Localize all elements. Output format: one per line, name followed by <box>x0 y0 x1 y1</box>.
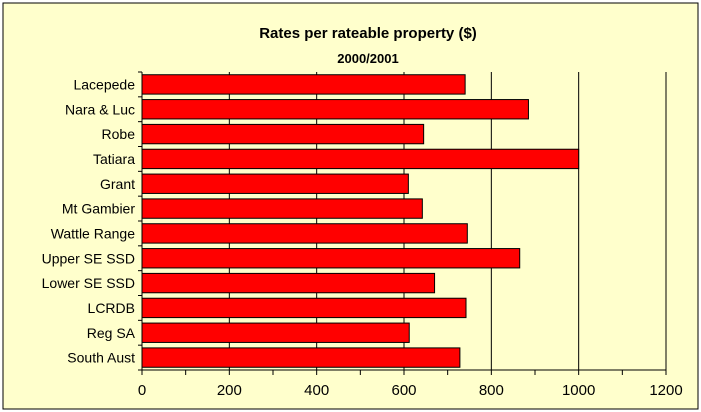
x-tick-label-600: 600 <box>391 382 416 399</box>
bars <box>141 74 580 368</box>
bar-9 <box>141 297 467 319</box>
x-tick-label-0: 0 <box>138 382 146 399</box>
bar-6 <box>141 223 468 244</box>
bar-1 <box>141 99 529 120</box>
category-label-11: South Aust <box>67 350 135 366</box>
category-label-6: Wattle Range <box>51 225 136 241</box>
bar-0 <box>141 74 466 95</box>
bar-8 <box>141 272 436 294</box>
bar-11 <box>141 347 461 368</box>
category-label-7: Upper SE SSD <box>42 250 135 266</box>
category-label-1: Nara & Luc <box>65 101 135 117</box>
category-label-8: Lower SE SSD <box>42 275 135 291</box>
chart-subtitle: 2000/2001 <box>337 51 398 66</box>
category-labels: Lacepede Nara & Luc Robe Tatiara Grant Mt Gam… <box>42 76 136 365</box>
gridlines <box>228 72 667 370</box>
tick-labels: 0 200 400 600 800 1000 1200 <box>138 382 683 399</box>
bar-3 <box>141 148 580 170</box>
bar-10 <box>141 322 410 343</box>
category-label-0: Lacepede <box>73 76 135 92</box>
bar-4 <box>141 173 409 194</box>
x-tick-label-800: 800 <box>479 382 504 399</box>
category-label-5: Mt Gambier <box>62 201 135 217</box>
category-label-2: Robe <box>102 126 136 142</box>
bar-7 <box>141 248 521 269</box>
category-label-3: Tatiara <box>93 151 135 167</box>
bar-5 <box>141 198 423 219</box>
axes <box>138 71 667 375</box>
chart-title: Rates per rateable property ($) <box>259 25 477 42</box>
x-tick-label-1000: 1000 <box>562 382 595 399</box>
category-label-9: LCRDB <box>88 300 135 316</box>
x-tick-label-400: 400 <box>304 382 329 399</box>
x-tick-label-1200: 1200 <box>649 382 682 399</box>
x-tick-label-200: 200 <box>217 382 242 399</box>
category-label-10: Reg SA <box>87 325 136 341</box>
bar-2 <box>141 123 425 145</box>
category-label-4: Grant <box>100 176 135 192</box>
